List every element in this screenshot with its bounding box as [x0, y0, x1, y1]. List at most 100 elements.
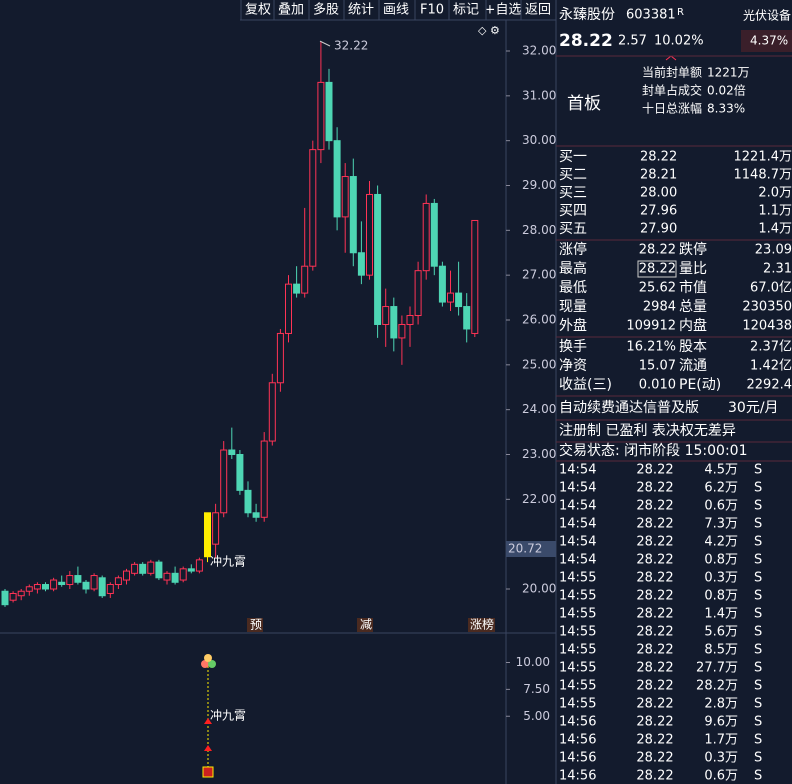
- y-tick-label: 25.00: [522, 357, 556, 371]
- trade-volume: 9.6万: [704, 715, 738, 730]
- leader: [319, 40, 331, 47]
- trade-side: S: [754, 679, 762, 694]
- trade-side: S: [754, 697, 762, 712]
- candle-body: [236, 454, 244, 491]
- event-box: [468, 618, 495, 632]
- book-level: 买四: [559, 203, 587, 219]
- stat-label: 涨停: [559, 241, 587, 258]
- candle-body: [195, 559, 203, 572]
- candle-body: [430, 202, 438, 267]
- toolbar-button[interactable]: 返回: [525, 3, 551, 18]
- trade-side: S: [754, 715, 762, 730]
- toolbar-button[interactable]: 复权: [245, 2, 271, 18]
- stat-label: 总量: [679, 299, 707, 315]
- toolbar-button[interactable]: 画线: [383, 3, 409, 18]
- trade-price: 28.22: [636, 679, 673, 694]
- trade-price: 28.22: [636, 553, 673, 568]
- trade-time: 14:56: [559, 715, 596, 730]
- trade-volume: 1.4万: [704, 607, 738, 622]
- trade-time: 14:54: [559, 553, 596, 568]
- stat-value: 2984: [643, 300, 676, 315]
- trade-price: 28.22: [636, 463, 673, 478]
- y-tick-label: 23.00: [522, 447, 556, 461]
- trade-time: 14:55: [559, 697, 596, 712]
- stat-label: 流通: [679, 358, 707, 374]
- sector: 光伏设备: [743, 9, 791, 23]
- stat-value: 2.37亿: [750, 340, 792, 355]
- stat-label: 现量: [559, 299, 587, 315]
- candle-body: [74, 575, 82, 583]
- trade-time: 14:54: [559, 499, 596, 514]
- stat-label: 收益(三): [559, 377, 612, 393]
- trade-side: S: [754, 751, 762, 766]
- trade-side: S: [754, 517, 762, 532]
- trade-side: S: [754, 643, 762, 658]
- toolbar-button[interactable]: F10: [420, 3, 444, 18]
- current-price: 20.72: [508, 542, 542, 556]
- candle-body: [228, 449, 236, 455]
- candle-body: [179, 568, 187, 581]
- trade-side: S: [754, 661, 762, 676]
- y-tick-label: 7.50: [523, 682, 550, 696]
- toolbar-button[interactable]: 叠加: [278, 3, 304, 18]
- event-label: 减: [360, 618, 372, 632]
- stat-label: 内盘: [679, 317, 707, 334]
- book-level: 买二: [559, 167, 587, 183]
- info-value: 1221万: [707, 66, 750, 80]
- trade-price: 28.22: [636, 571, 673, 586]
- trade-volume: 4.2万: [704, 535, 738, 550]
- stat-value: 28.22: [639, 262, 676, 277]
- trade-side: S: [754, 625, 762, 640]
- stat-value: 23.09: [755, 243, 792, 258]
- book-volume: 1.4万: [758, 222, 792, 237]
- trade-price: 28.22: [636, 607, 673, 622]
- sector-box: [741, 30, 792, 52]
- event-label: 预: [250, 618, 262, 632]
- stock-flag: R: [677, 7, 684, 18]
- high-label: 32.22: [334, 39, 368, 53]
- y-tick-label: 20.00: [522, 582, 556, 596]
- change: 2.57: [618, 34, 647, 49]
- candle-body: [58, 581, 66, 586]
- trade-price: 28.22: [636, 517, 673, 532]
- candle-body: [17, 590, 25, 597]
- candle-body: [33, 584, 41, 590]
- trade-price: 28.22: [636, 733, 673, 748]
- toolbar-button[interactable]: +自选: [485, 3, 522, 18]
- y-tick-label: 32.00: [522, 44, 556, 58]
- price-box: [506, 541, 556, 557]
- candle-body: [463, 306, 471, 330]
- y-tick-label: 22.00: [522, 492, 556, 506]
- info-label: 十日总涨幅: [642, 101, 702, 116]
- candle-body: [82, 581, 90, 590]
- toolbar-button[interactable]: 统计: [348, 3, 374, 18]
- toolbar-button[interactable]: 标记: [453, 3, 479, 18]
- candle-body: [114, 577, 122, 586]
- candle-body: [366, 193, 373, 276]
- trade-time: 14:54: [559, 535, 596, 550]
- trade-volume: 8.5万: [704, 643, 738, 658]
- stat-label: 最低: [559, 280, 587, 296]
- trade-side: S: [754, 769, 762, 784]
- toolbar-button[interactable]: 多股: [313, 2, 339, 18]
- stat-label: 跌停: [679, 241, 707, 258]
- trade-volume: 2.8万: [704, 697, 738, 712]
- info-label: 当前封单额: [642, 65, 702, 80]
- trade-price: 28.22: [636, 589, 673, 604]
- trade-volume: 6.2万: [704, 481, 738, 496]
- stat-label: 外盘: [559, 317, 587, 334]
- candle-body: [349, 176, 357, 254]
- signal-icon: [201, 660, 209, 668]
- trade-volume: 7.3万: [704, 517, 738, 532]
- trade-side: S: [754, 553, 762, 568]
- candle-body: [106, 584, 114, 594]
- stat-value: 230350: [742, 300, 792, 315]
- candle-body: [447, 292, 454, 303]
- candle-body: [398, 323, 406, 339]
- stat-label: 换手: [559, 338, 587, 355]
- candle-body: [382, 306, 390, 325]
- trade-price: 28.22: [636, 661, 673, 676]
- promo[interactable]: 自动续费通达信普及版: [559, 399, 699, 416]
- info-value: 8.33%: [707, 102, 745, 116]
